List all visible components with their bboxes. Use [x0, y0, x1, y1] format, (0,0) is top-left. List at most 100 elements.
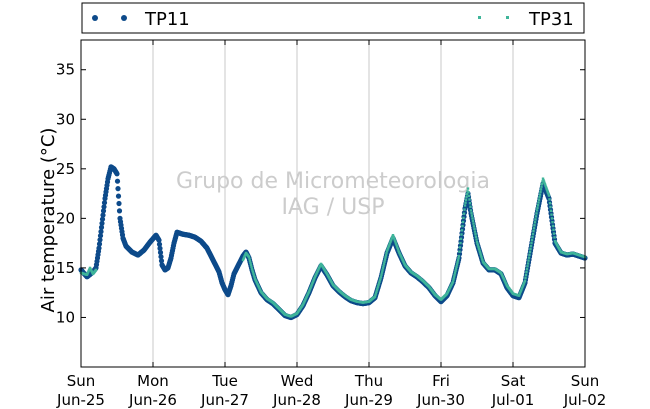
data-point	[477, 247, 481, 250]
data-point	[481, 259, 484, 262]
plot-frame	[80, 39, 586, 368]
data-point	[549, 205, 552, 209]
data-point	[544, 184, 547, 187]
data-point	[157, 249, 164, 256]
data-point	[547, 193, 550, 196]
data-point	[382, 264, 385, 268]
data-point	[535, 209, 539, 212]
data-point	[381, 269, 384, 272]
data-point	[474, 233, 477, 236]
data-point	[533, 221, 537, 224]
data-point	[453, 272, 457, 275]
data-point	[454, 269, 457, 273]
data-point	[116, 208, 123, 214]
grid-lines	[152, 40, 514, 367]
watermark-line-2: IAG / USP	[282, 195, 385, 220]
data-point	[310, 283, 314, 286]
legend-label-tp31: TP31	[528, 9, 574, 30]
data-point	[377, 283, 380, 287]
data-point	[99, 220, 105, 226]
data-point	[373, 295, 377, 298]
x-tick-day: Tue	[211, 372, 238, 390]
legend: TP11 TP31	[81, 2, 585, 34]
data-point	[393, 238, 396, 241]
data-point	[519, 290, 522, 294]
data-point	[530, 241, 533, 245]
legend-marker-tp11-b	[121, 15, 127, 21]
data-point	[528, 250, 532, 254]
data-point	[392, 235, 395, 238]
x-tick-label: Jun-26	[128, 391, 177, 409]
data-point	[538, 193, 542, 196]
data-point	[531, 236, 534, 239]
data-point	[534, 215, 538, 218]
data-point	[541, 180, 544, 183]
data-point	[535, 212, 538, 215]
data-point	[470, 214, 474, 217]
data-point	[472, 222, 475, 225]
data-point	[463, 208, 466, 211]
y-tick-label: 10	[56, 308, 75, 326]
data-point	[544, 186, 548, 189]
data-point	[377, 282, 381, 285]
data-point	[395, 243, 398, 247]
data-point	[527, 256, 531, 259]
data-point	[391, 234, 395, 237]
data-point	[378, 278, 382, 282]
data-point	[455, 265, 458, 268]
data-point	[381, 267, 385, 270]
data-point	[386, 247, 390, 250]
data-point	[308, 288, 312, 291]
x-tick-label: Jun-29	[344, 391, 393, 409]
data-point	[452, 278, 455, 281]
x-tick-day: Sun	[571, 372, 600, 390]
data-point	[388, 241, 392, 245]
data-point	[456, 259, 460, 262]
data-point	[396, 246, 399, 249]
data-point	[530, 239, 534, 242]
data-point	[548, 202, 552, 205]
data-point	[313, 276, 316, 280]
x-tick-label: Jun-25	[56, 391, 105, 409]
data-point	[551, 224, 555, 228]
series-tp31	[79, 177, 587, 318]
data-point	[248, 257, 251, 261]
data-point	[376, 287, 379, 290]
data-point	[250, 265, 253, 269]
data-point	[519, 289, 523, 292]
data-point	[527, 259, 530, 262]
data-point	[96, 245, 102, 251]
data-point	[529, 244, 533, 248]
data-point	[532, 230, 535, 233]
data-point	[477, 245, 480, 249]
data-point	[471, 219, 475, 223]
legend-label-tp11: TP11	[144, 9, 190, 30]
data-point	[388, 243, 391, 246]
data-point	[543, 181, 546, 185]
data-point	[394, 241, 397, 244]
data-point	[115, 186, 121, 192]
data-point	[249, 263, 253, 267]
axis-ticks: SunJun-25MonJun-26TueJun-27WedJun-28ThuJ…	[56, 40, 606, 409]
data-point	[157, 245, 163, 251]
data-point	[389, 239, 393, 242]
data-point	[309, 285, 313, 288]
data-point	[456, 261, 459, 264]
data-point	[309, 286, 312, 290]
legend-marker-tp31	[478, 16, 481, 19]
data-point	[86, 272, 89, 275]
data-point	[478, 249, 481, 252]
data-point	[476, 242, 479, 245]
data-point	[99, 216, 106, 222]
data-point	[476, 244, 480, 247]
data-point	[374, 292, 378, 295]
data-point	[311, 280, 315, 283]
data-point	[552, 228, 555, 231]
x-tick-day: Thu	[354, 372, 383, 390]
data-point	[454, 267, 458, 271]
data-point	[308, 289, 311, 292]
data-point	[536, 204, 540, 207]
data-point	[540, 185, 543, 188]
data-point	[547, 194, 551, 197]
x-tick-label: Jul-02	[563, 391, 607, 409]
